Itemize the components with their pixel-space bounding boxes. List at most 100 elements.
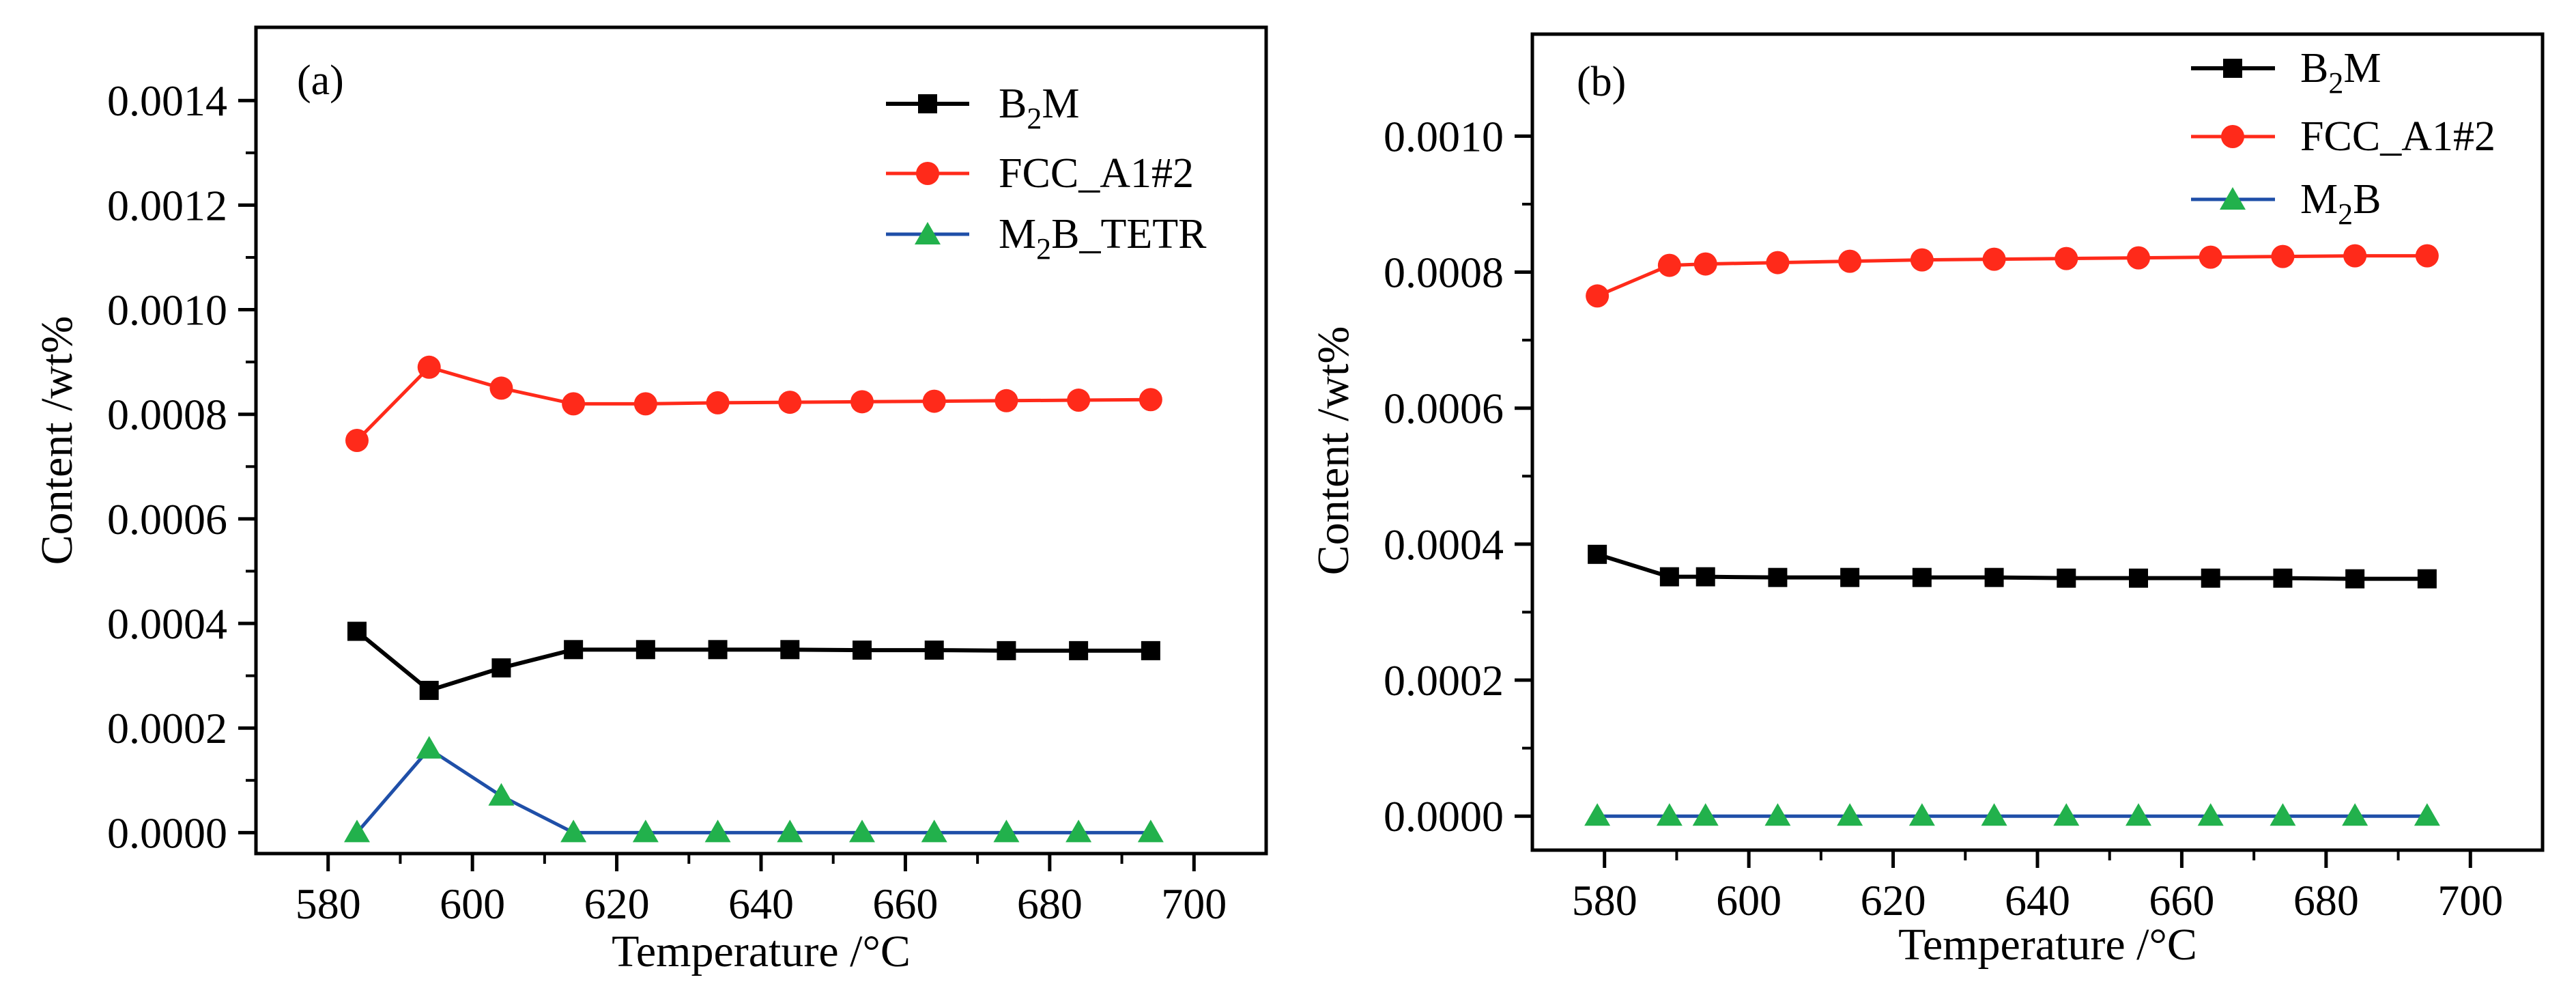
legend-marker-circle [916,162,939,185]
x-tick-label: 680 [1017,880,1083,928]
legend-entry-b2m: B2M [2191,45,2381,100]
legend-marker-triangle [2220,187,2246,210]
data-point-square [997,641,1016,660]
data-point-square [564,640,584,660]
y-tick-label: 0.0014 [107,76,227,125]
data-point-circle [633,392,657,416]
data-point-square [1588,544,1607,564]
data-point-circle [1139,388,1162,412]
data-point-square [2417,569,2437,589]
data-point-square [1069,641,1089,660]
x-tick-label: 580 [296,880,361,928]
legend-label: M2B [2300,176,2381,231]
legend-marker-triangle [915,222,941,244]
data-point-circle [345,429,369,452]
data-point-square [419,681,439,701]
legend-label: B2M [2300,45,2381,100]
data-point-circle [1766,251,1790,275]
data-point-triangle [777,819,803,843]
x-tick-label: 620 [584,880,650,928]
data-point-triangle [1065,819,1092,843]
series-line [356,365,1151,442]
data-point-triangle [704,819,731,843]
x-tick-label: 620 [1861,876,1926,925]
legend: B2M FCC_A1#2 M2B [2191,45,2495,231]
data-point-circle [706,391,730,414]
data-point-triangle [921,819,947,843]
panel-label: (a) [297,57,344,104]
data-point-circle [778,391,802,414]
x-tick-label: 640 [728,880,794,928]
x-tick-label: 600 [440,880,505,928]
legend-entry-m2b-tetr: M2B_TETR [886,211,1207,266]
data-point-square [491,658,511,678]
x-tick-label: 660 [872,880,938,928]
legend-marker-square [918,94,937,113]
data-point-circle [2415,244,2439,268]
y-tick-label: 0.0004 [1384,520,1504,569]
y-tick-label: 0.0000 [107,808,227,857]
data-point-square [1984,567,2004,587]
data-point-square [1695,567,1715,587]
x-tick-label: 640 [2005,876,2070,925]
legend-entry-m2b: M2B [2191,176,2381,231]
data-point-triangle [1656,803,1683,826]
data-point-triangle [2197,803,2224,826]
data-point-square [1840,567,1860,587]
legend-entry-fcc: FCC_A1#2 [886,150,1194,197]
data-point-square [708,640,728,660]
legend-label: M2B_TETR [999,211,1207,266]
axis-ticks: 580 600 620 640 660 680 700 0.0000 0.0002 0.0004 0… [1384,112,2503,925]
y-tick-label: 0.0006 [1384,384,1504,433]
x-axis-title: Temperature /°C [1898,920,2197,970]
data-point-square [2129,568,2148,588]
y-axis-title: Content /wt% [32,316,82,565]
data-point-triangle [560,819,587,843]
legend-entry-fcc: FCC_A1#2 [2191,113,2495,160]
data-point-triangle [1584,803,1611,826]
x-tick-label: 580 [1572,876,1637,925]
series-line [356,630,1151,693]
data-point-circle [1586,284,1609,308]
data-point-circle [489,376,513,400]
data-point-triangle [993,819,1020,843]
x-tick-label: 600 [1716,876,1781,925]
y-tick-label: 0.0010 [1384,112,1504,160]
data-point-triangle [632,819,659,843]
data-point-square [924,641,944,660]
data-point-triangle [416,735,442,759]
x-tick-label: 660 [2149,876,2214,925]
data-point-triangle [1837,803,1863,826]
y-tick-label: 0.0000 [1384,792,1504,841]
data-point-square [1141,641,1160,660]
data-point-circle [2199,245,2222,269]
data-point-square [635,640,655,660]
legend-entry-b2m: B2M [886,81,1080,135]
panel-label: (b) [1577,59,1626,105]
data-point-triangle [1764,803,1791,826]
y-tick-label: 0.0002 [1384,656,1504,705]
data-point-square [853,641,872,660]
data-point-triangle [2414,803,2440,826]
x-axis-title: Temperature /°C [612,927,911,976]
data-point-triangle [1981,803,2007,826]
axis-ticks: 580 600 620 640 660 680 700 0.0000 0.0002 0.0004 0… [107,76,1227,928]
series-layer [344,355,1164,843]
data-point-circle [1693,252,1717,276]
x-tick-label: 700 [2437,876,2503,925]
data-point-circle [2271,244,2295,268]
legend-label: FCC_A1#2 [999,150,1194,197]
y-tick-label: 0.0002 [107,704,227,752]
data-point-square [1659,567,1679,587]
y-tick-label: 0.0006 [107,495,227,544]
data-point-triangle [2342,803,2369,826]
data-point-circle [562,392,586,416]
y-axis-title: Content /wt% [1308,326,1358,576]
data-point-circle [2127,246,2150,270]
legend-marker-square [2223,59,2242,78]
data-point-square [1912,567,1932,587]
data-point-circle [2055,247,2078,270]
data-point-triangle [2126,803,2151,826]
data-point-square [2273,568,2293,588]
